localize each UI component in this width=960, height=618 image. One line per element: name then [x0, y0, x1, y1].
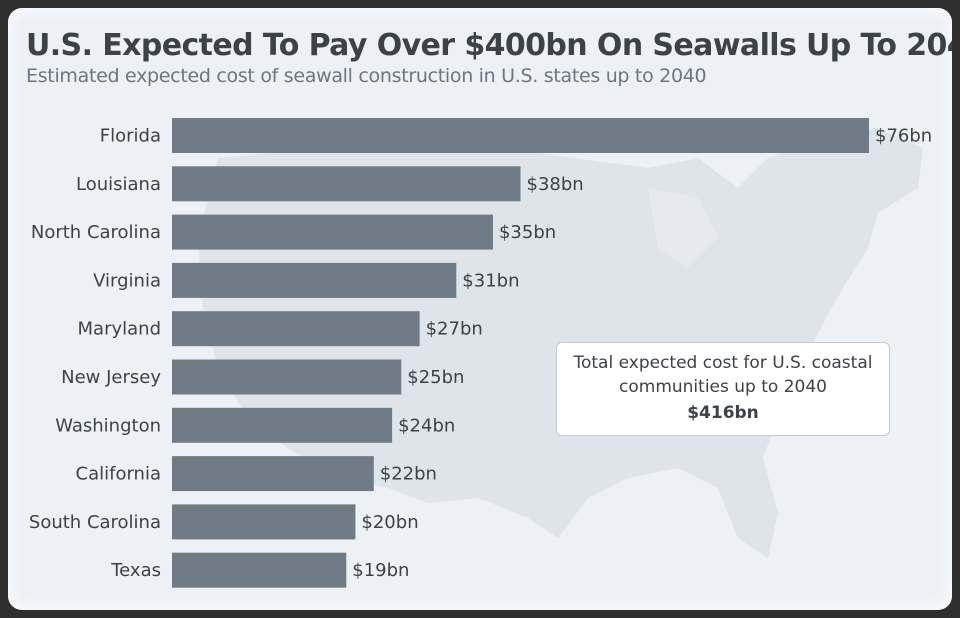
value-label: $35bn [499, 222, 556, 243]
value-label: $27bn [426, 319, 483, 340]
bar-new-jersey [172, 359, 402, 395]
category-label: Virginia [93, 270, 161, 291]
total-cost-callout: Total expected cost for U.S. coastal com… [556, 342, 890, 436]
chart-subtitle: Estimated expected cost of seawall const… [26, 65, 707, 87]
callout-total-value: $416bn [687, 403, 759, 423]
category-label: Maryland [78, 319, 161, 340]
bar-texas [172, 552, 347, 588]
category-label: South Carolina [29, 512, 161, 533]
value-label: $31bn [462, 270, 519, 291]
category-label: Washington [55, 415, 161, 436]
value-label: $19bn [352, 560, 409, 581]
bar-virginia [172, 262, 457, 298]
bar-washington [172, 407, 393, 443]
value-label: $24bn [398, 415, 455, 436]
category-label: California [76, 464, 161, 485]
bar-chart: Florida $76bn Louisiana $38bn North Carolina… [29, 118, 932, 588]
category-label: Florida [100, 126, 161, 147]
bar-maryland [172, 311, 420, 347]
value-label: $38bn [527, 174, 584, 195]
callout-text: Total expected cost for U.S. coastal com… [573, 353, 873, 397]
category-label: Louisiana [76, 174, 161, 195]
value-label: $22bn [380, 464, 437, 485]
bar-california [172, 456, 374, 492]
value-label: $25bn [407, 367, 464, 388]
category-label: North Carolina [31, 222, 161, 243]
value-label: $20bn [361, 512, 418, 533]
bar-florida [172, 118, 869, 153]
bar-north-carolina [172, 214, 493, 250]
bar-south-carolina [172, 504, 356, 540]
chart-title: U.S. Expected To Pay Over $400bn On Seaw… [26, 28, 952, 63]
category-label: New Jersey [61, 367, 161, 388]
category-label: Texas [110, 560, 161, 581]
value-label: $76bn [875, 126, 932, 147]
bar-louisiana [172, 166, 521, 202]
infographic-card: U.S. Expected To Pay Over $400bn On Seaw… [8, 8, 952, 610]
